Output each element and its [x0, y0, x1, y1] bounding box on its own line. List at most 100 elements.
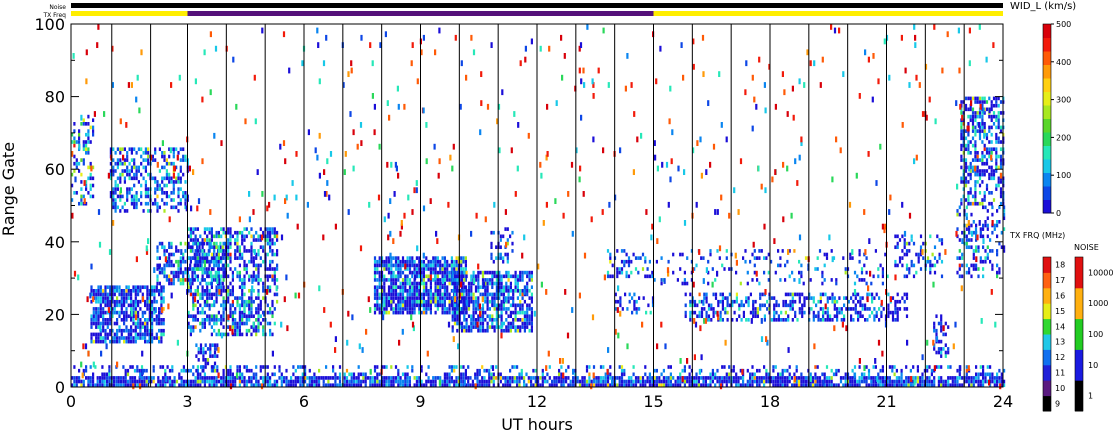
echo-cell	[709, 249, 712, 253]
echo-cell	[371, 376, 374, 380]
echo-cell	[259, 263, 262, 268]
echo-cell	[595, 379, 598, 384]
echo-cell	[465, 318, 468, 322]
echo-cell	[498, 285, 501, 290]
echo-cell	[231, 325, 234, 329]
echo-cell	[153, 289, 156, 293]
echo-cell	[791, 383, 794, 388]
echo-cell	[537, 383, 540, 388]
echo-cell	[119, 161, 122, 166]
echo-cell	[486, 307, 489, 311]
echo-cell	[488, 383, 491, 388]
echo-cell	[397, 379, 400, 384]
echo-cell	[182, 379, 185, 384]
echo-cell	[811, 379, 815, 384]
echo-cell	[707, 303, 711, 308]
echo-cell	[257, 314, 260, 319]
echo-cell	[422, 296, 425, 300]
echo-cell	[378, 379, 381, 384]
echo-cell	[151, 321, 154, 326]
echo-cell	[220, 234, 223, 239]
echo-cell	[170, 198, 173, 202]
echo-cell	[383, 310, 386, 315]
echo-cell	[165, 263, 168, 268]
echo-cell	[97, 332, 100, 337]
echo-cell	[514, 278, 517, 282]
echo-cell	[168, 194, 171, 199]
echo-cell	[229, 234, 232, 239]
echo-cell	[308, 368, 311, 373]
echo-cell	[144, 336, 147, 340]
echo-cell	[465, 270, 468, 275]
echo-cell	[109, 339, 112, 344]
echo-cell	[644, 383, 647, 388]
echo-cell	[201, 249, 204, 253]
echo-cell	[248, 230, 251, 235]
echo-cell	[215, 274, 218, 279]
echo-cell	[401, 292, 405, 297]
echo-cell	[401, 372, 405, 377]
echo-cell	[78, 379, 81, 384]
echo-cell	[108, 368, 111, 373]
echo-cell	[378, 372, 381, 377]
echo-cell	[97, 307, 100, 311]
echo-cell	[493, 325, 496, 329]
echo-cell	[378, 259, 381, 264]
echo-cell	[97, 336, 100, 340]
echo-cell	[779, 372, 782, 377]
echo-cell	[968, 238, 971, 242]
echo-cell	[463, 328, 466, 333]
echo-cell	[714, 296, 718, 300]
echo-cell	[446, 289, 449, 293]
echo-cell	[213, 234, 216, 239]
echo-cell	[206, 376, 209, 380]
echo-cell	[905, 365, 908, 369]
echo-cell	[139, 336, 142, 340]
echo-cell	[474, 318, 478, 322]
echo-cell	[971, 114, 975, 119]
echo-cell	[123, 292, 126, 297]
echo-cell	[243, 238, 246, 242]
echo-cell	[528, 303, 531, 308]
echo-cell	[843, 318, 846, 322]
echo-cell	[905, 314, 909, 319]
echo-cell	[90, 318, 93, 322]
echo-cell	[712, 310, 715, 315]
echo-cell	[940, 376, 943, 380]
echo-cell	[204, 358, 207, 362]
echo-cell	[294, 379, 297, 384]
echo-cell	[472, 296, 475, 300]
echo-cell	[905, 274, 909, 279]
echo-cell	[493, 292, 496, 297]
echo-cell	[532, 376, 535, 380]
echo-cell	[773, 314, 776, 319]
echo-cell	[126, 165, 129, 170]
echo-cell	[194, 383, 197, 388]
echo-cell	[509, 234, 512, 239]
echo-cell	[907, 376, 910, 380]
echo-cell	[359, 372, 363, 377]
echo-cell	[199, 241, 202, 246]
echo-cell	[500, 299, 503, 304]
echo-cell	[875, 310, 878, 315]
echo-cell	[125, 325, 128, 329]
echo-cell	[944, 383, 947, 388]
echo-cell	[491, 296, 494, 300]
echo-cell	[992, 114, 996, 119]
echo-cell	[154, 147, 157, 152]
echo-cell	[784, 383, 787, 388]
echo-cell	[217, 310, 220, 315]
echo-cell	[234, 318, 237, 322]
echo-cell	[109, 328, 112, 333]
echo-cell	[108, 379, 111, 384]
echo-cell	[406, 376, 409, 380]
echo-cell	[220, 227, 223, 231]
echo-cell	[399, 307, 402, 311]
echo-cell	[732, 368, 735, 373]
echo-cell	[627, 263, 631, 268]
echo-cell	[500, 307, 503, 311]
echo-cell	[385, 299, 388, 304]
echo-cell	[960, 180, 963, 184]
echo-cell	[104, 299, 107, 304]
echo-cell	[271, 267, 274, 271]
